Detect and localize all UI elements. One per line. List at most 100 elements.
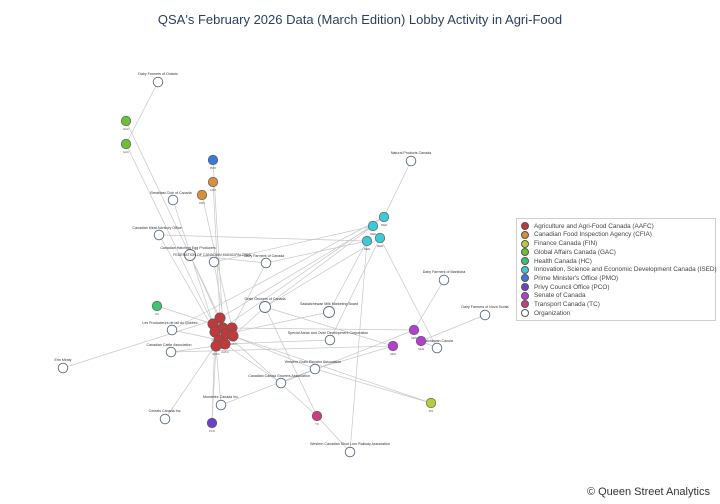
legend-label: Prime Minister's Office (PMO) xyxy=(534,274,619,282)
legend-swatch xyxy=(521,300,529,309)
legend-swatch xyxy=(521,291,529,300)
edge-gg-ised2 xyxy=(264,225,374,308)
org-node-dfo[interactable]: Dairy Farmers of Ontario xyxy=(138,72,178,88)
edge-ppl-aafc8 xyxy=(171,329,220,341)
org-node-dfc[interactable]: Dairy Farmers of Canada xyxy=(244,254,284,269)
official-node-ised2[interactable]: ISED xyxy=(367,220,379,236)
org-label: Erin Mealy xyxy=(55,358,72,362)
legend-item[interactable]: Innovation, Science and Economic Develop… xyxy=(521,265,717,274)
org-circle xyxy=(166,324,178,336)
org-node-cmac[interactable]: Canadian Meat Advisory Office xyxy=(132,226,182,241)
official-circle xyxy=(120,115,132,127)
official-circle xyxy=(425,397,437,409)
org-circle xyxy=(57,362,69,374)
official-node-aafc10[interactable]: AAFC xyxy=(210,340,222,356)
official-node-hc1[interactable]: HC xyxy=(151,300,163,316)
legend-item[interactable]: Finance Canada (FIN) xyxy=(521,239,711,248)
edge-gac2-aafc2 xyxy=(125,143,214,325)
official-node-sen3[interactable]: SEN xyxy=(387,340,399,356)
org-node-gg[interactable]: Grain Growers of Canada xyxy=(245,297,286,313)
official-node-cfia1[interactable]: CFIA xyxy=(207,176,219,192)
org-node-chep[interactable]: Canadian Hatching Egg Producers xyxy=(160,246,216,261)
official-code-label: HC xyxy=(155,312,159,316)
legend-item[interactable]: Health Canada (HC) xyxy=(521,257,711,266)
legend-label: Organization xyxy=(534,309,571,317)
official-node-aafc7[interactable]: AAFC xyxy=(227,330,239,346)
official-node-cfia2[interactable]: CFIA xyxy=(196,189,208,205)
org-node-mc[interactable]: Mondelez Canada Inc. xyxy=(203,395,239,411)
edge-npc-ised1 xyxy=(383,160,412,218)
org-circle xyxy=(215,399,227,411)
org-node-bcc[interactable]: Breakfast Club of Canada xyxy=(150,191,192,206)
legend-item[interactable]: Privy Council Office (PCO) xyxy=(521,283,711,292)
official-code-label: GAC xyxy=(123,150,129,154)
official-circle xyxy=(311,410,323,422)
official-node-ised4[interactable]: ISED xyxy=(361,235,373,251)
official-code-label: SEN xyxy=(390,352,396,356)
org-node-smmb[interactable]: Saskatchewan Milk Marketing Board xyxy=(300,302,358,318)
org-label: Western Canadian Short Line Railway Asso… xyxy=(310,442,390,446)
edge-cfia1-aafc1 xyxy=(212,181,221,319)
official-code-label: ISED xyxy=(370,232,377,236)
edge-eric-aafc1 xyxy=(62,317,221,369)
legend-label: Senate of Canada xyxy=(534,292,586,300)
legend-item[interactable]: Transport Canada (TC) xyxy=(521,300,711,309)
edge-gg-ised3 xyxy=(264,237,381,308)
official-node-fin1[interactable]: FIN xyxy=(425,397,437,413)
edge-mc-wgea xyxy=(220,368,316,406)
edge-dfc-aafc4 xyxy=(231,262,267,329)
org-node-dfns[interactable]: Dairy Farmers of Nova Scotia xyxy=(461,305,509,321)
org-node-ccga[interactable]: Canadian Canola Growers Association xyxy=(248,374,310,389)
edge-wgea-fin1 xyxy=(314,368,432,404)
legend-item[interactable]: Senate of Canada xyxy=(521,291,711,301)
edge-ised2-aafc1 xyxy=(219,225,374,319)
org-node-wcslra[interactable]: Western Canadian Short Line Railway Asso… xyxy=(310,442,390,458)
edge-dfo-gac2 xyxy=(125,81,159,145)
legend-item[interactable]: Agriculture and Agri-Food Canada (AAFC) xyxy=(521,222,711,231)
org-node-wgea[interactable]: Western Grain Elevator Association xyxy=(285,360,341,375)
official-node-gac1[interactable]: GAC xyxy=(120,115,132,131)
official-node-ised1[interactable]: ISED xyxy=(378,211,390,227)
org-node-cfba[interactable]: Saskatchewan Canola xyxy=(417,339,453,354)
org-circle xyxy=(344,446,356,458)
official-node-ised3[interactable]: ISED xyxy=(374,232,386,248)
edge-ccga-aafc9 xyxy=(224,343,282,384)
official-node-pco1[interactable]: PCO xyxy=(206,417,218,433)
org-circle xyxy=(323,306,335,318)
legend-swatch xyxy=(521,265,529,274)
legend-item[interactable]: Canadian Food Inspection Agency (CFIA) xyxy=(521,230,711,240)
org-circle xyxy=(208,256,220,268)
edge-sacdc-aafc9 xyxy=(224,339,331,345)
org-node-dfm[interactable]: Dairy Farmers of Manitoba xyxy=(423,270,466,286)
official-node-sen1[interactable]: SEN xyxy=(408,324,420,340)
edge-dfm-sen1 xyxy=(413,279,445,331)
org-node-sacdc[interactable]: Special Areas and Oven Development Corpo… xyxy=(288,331,369,346)
edge-wcslra-ised4 xyxy=(349,240,368,453)
official-node-pmo1[interactable]: PMO xyxy=(207,154,219,170)
org-node-cc[interactable]: Cereals Canada Inc. xyxy=(149,409,182,425)
legend-label: Global Affairs Canada (GAC) xyxy=(534,248,616,256)
legend-item[interactable]: Organization xyxy=(521,309,711,318)
official-node-sen2[interactable]: SEN xyxy=(415,335,427,351)
org-label: Special Areas and Oven Development Corpo… xyxy=(288,331,369,335)
org-node-ppl[interactable]: Les Producteurs de lait du Québec xyxy=(142,321,198,336)
official-code-label: AAFC xyxy=(229,342,236,346)
org-circle xyxy=(260,257,272,269)
org-node-cca[interactable]: Canadian Cattle Association xyxy=(147,343,192,358)
org-label: Breakfast Club of Canada xyxy=(150,191,191,195)
legend-label: Privy Council Office (PCO) xyxy=(534,283,610,291)
node-layer: Dairy Farmers of Ontario Natural Products… xyxy=(55,72,509,458)
org-node-fcm[interactable]: FEDERATION OF CANADIAN MUNICIPALITIES xyxy=(173,253,251,268)
legend-item[interactable]: Global Affairs Canada (GAC) xyxy=(521,248,711,257)
org-node-eric[interactable]: Erin Mealy xyxy=(55,358,72,374)
org-node-npc[interactable]: Natural Products Canada xyxy=(391,151,431,167)
official-node-gac2[interactable]: GAC xyxy=(120,138,132,154)
edge-pco1-aafc10 xyxy=(211,345,217,424)
legend: Agriculture and Agri-Food Canada (AAFC) C… xyxy=(516,218,717,321)
legend-item[interactable]: Prime Minister's Office (PMO) xyxy=(521,274,711,283)
official-node-tc1[interactable]: TC xyxy=(311,410,323,426)
edge-wcslra-tc1 xyxy=(316,415,351,453)
official-code-label: SEN xyxy=(411,336,417,340)
org-label: Canadian Canola Growers Association xyxy=(248,374,310,378)
official-code-label: ISED xyxy=(364,247,371,251)
